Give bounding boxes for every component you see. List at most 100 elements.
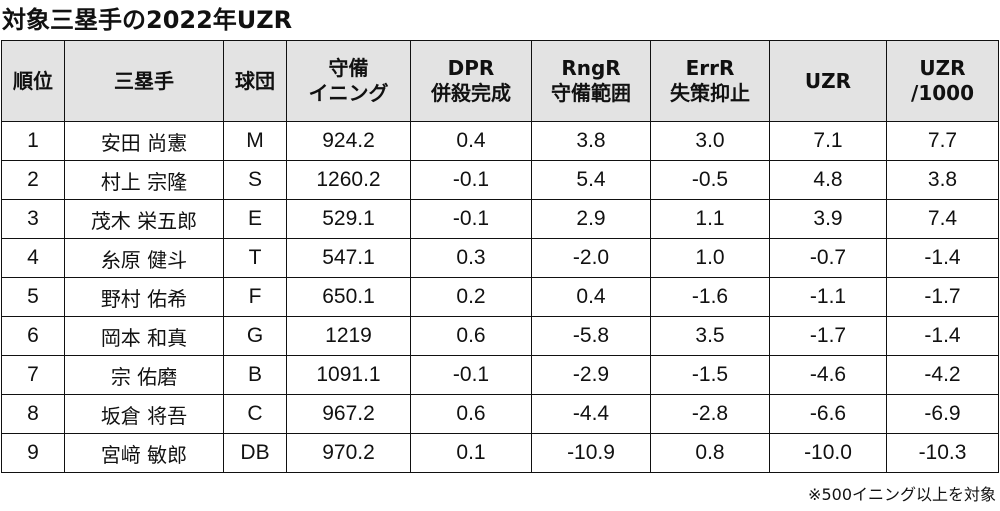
cell-uzr: 4.8 <box>769 160 887 200</box>
cell-uzr: -6.6 <box>769 394 887 434</box>
footnote: ※500イニング以上を対象 <box>808 485 996 504</box>
cell-errr: -1.5 <box>650 355 770 395</box>
cell-innings: 970.2 <box>286 433 411 473</box>
cell-uzr: 3.9 <box>769 199 887 239</box>
cell-team: E <box>223 199 287 239</box>
cell-uzr-per-1000: -1.7 <box>886 277 999 317</box>
cell-uzr-per-1000: -4.2 <box>886 355 999 395</box>
cell-uzr-per-1000: 3.8 <box>886 160 999 200</box>
cell-errr: -2.8 <box>650 394 770 434</box>
cell-uzr-per-1000: -1.4 <box>886 238 999 278</box>
cell-rank: 1 <box>1 121 65 161</box>
cell-team: F <box>223 277 287 317</box>
cell-errr: -0.5 <box>650 160 770 200</box>
cell-dpr: 0.1 <box>410 433 532 473</box>
cell-rngr: 2.9 <box>531 199 651 239</box>
cell-errr: 3.0 <box>650 121 770 161</box>
cell-uzr-per-1000: 7.7 <box>886 121 999 161</box>
cell-player: 糸原 健斗 <box>64 238 224 278</box>
cell-rngr: 0.4 <box>531 277 651 317</box>
cell-rank: 8 <box>1 394 65 434</box>
cell-uzr: 7.1 <box>769 121 887 161</box>
header-rank: 順位 <box>1 40 65 122</box>
cell-rngr: -2.0 <box>531 238 651 278</box>
header-innings: 守備 イニング <box>286 40 411 122</box>
header-dpr: DPR 併殺完成 <box>410 40 532 122</box>
cell-rngr: -10.9 <box>531 433 651 473</box>
header-uzr-per-1000: UZR/1000 <box>886 40 999 122</box>
uzr-table: 順位 三塁手 球団 守備 イニング DPR 併殺完成 RngR 守備範囲 ErrR 失策… <box>1 40 999 473</box>
cell-rngr: -2.9 <box>531 355 651 395</box>
cell-uzr-per-1000: 7.4 <box>886 199 999 239</box>
cell-player: 宗 佑磨 <box>64 355 224 395</box>
cell-errr: 3.5 <box>650 316 770 356</box>
cell-player: 村上 宗隆 <box>64 160 224 200</box>
cell-uzr: -1.7 <box>769 316 887 356</box>
table-row: 1 安田 尚憲 M 924.2 0.4 3.8 3.0 7.1 7.7 <box>1 121 999 161</box>
cell-uzr: -10.0 <box>769 433 887 473</box>
cell-dpr: 0.4 <box>410 121 532 161</box>
cell-player: 岡本 和真 <box>64 316 224 356</box>
cell-dpr: -0.1 <box>410 199 532 239</box>
table-row: 5 野村 佑希 F 650.1 0.2 0.4 -1.6 -1.1 -1.7 <box>1 277 999 317</box>
cell-rngr: 5.4 <box>531 160 651 200</box>
cell-team: C <box>223 394 287 434</box>
cell-errr: 1.0 <box>650 238 770 278</box>
table-row: 8 坂倉 将吾 C 967.2 0.6 -4.4 -2.8 -6.6 -6.9 <box>1 394 999 434</box>
cell-rank: 3 <box>1 199 65 239</box>
cell-rank: 4 <box>1 238 65 278</box>
cell-player: 宮﨑 敏郎 <box>64 433 224 473</box>
cell-dpr: -0.1 <box>410 355 532 395</box>
table-row: 3 茂木 栄五郎 E 529.1 -0.1 2.9 1.1 3.9 7.4 <box>1 199 999 239</box>
cell-uzr: -0.7 <box>769 238 887 278</box>
cell-errr: 1.1 <box>650 199 770 239</box>
cell-rank: 9 <box>1 433 65 473</box>
header-player: 三塁手 <box>64 40 224 122</box>
cell-player: 茂木 栄五郎 <box>64 199 224 239</box>
cell-rank: 5 <box>1 277 65 317</box>
header-rngr: RngR 守備範囲 <box>531 40 651 122</box>
table-row: 4 糸原 健斗 T 547.1 0.3 -2.0 1.0 -0.7 -1.4 <box>1 238 999 278</box>
cell-uzr-per-1000: -1.4 <box>886 316 999 356</box>
cell-player: 野村 佑希 <box>64 277 224 317</box>
cell-rank: 2 <box>1 160 65 200</box>
cell-team: B <box>223 355 287 395</box>
cell-team: DB <box>223 433 287 473</box>
cell-errr: -1.6 <box>650 277 770 317</box>
header-errr: ErrR 失策抑止 <box>650 40 770 122</box>
cell-dpr: 0.3 <box>410 238 532 278</box>
header-row: 順位 三塁手 球団 守備 イニング DPR 併殺完成 RngR 守備範囲 ErrR 失策… <box>1 40 999 122</box>
cell-errr: 0.8 <box>650 433 770 473</box>
cell-innings: 967.2 <box>286 394 411 434</box>
table-row: 9 宮﨑 敏郎 DB 970.2 0.1 -10.9 0.8 -10.0 -10.3 <box>1 433 999 473</box>
cell-rank: 7 <box>1 355 65 395</box>
cell-rngr: -5.8 <box>531 316 651 356</box>
cell-dpr: 0.2 <box>410 277 532 317</box>
cell-uzr: -4.6 <box>769 355 887 395</box>
cell-player: 安田 尚憲 <box>64 121 224 161</box>
cell-rank: 6 <box>1 316 65 356</box>
cell-dpr: -0.1 <box>410 160 532 200</box>
cell-innings: 924.2 <box>286 121 411 161</box>
cell-dpr: 0.6 <box>410 316 532 356</box>
table-title: 対象三塁手の2022年UZR <box>2 6 293 34</box>
cell-innings: 547.1 <box>286 238 411 278</box>
cell-team: M <box>223 121 287 161</box>
cell-rngr: -4.4 <box>531 394 651 434</box>
table-row: 6 岡本 和真 G 1219 0.6 -5.8 3.5 -1.7 -1.4 <box>1 316 999 356</box>
cell-innings: 1219 <box>286 316 411 356</box>
cell-rngr: 3.8 <box>531 121 651 161</box>
header-team: 球団 <box>223 40 287 122</box>
cell-uzr-per-1000: -6.9 <box>886 394 999 434</box>
cell-innings: 529.1 <box>286 199 411 239</box>
cell-team: T <box>223 238 287 278</box>
cell-team: G <box>223 316 287 356</box>
cell-dpr: 0.6 <box>410 394 532 434</box>
cell-innings: 1091.1 <box>286 355 411 395</box>
cell-uzr: -1.1 <box>769 277 887 317</box>
cell-innings: 1260.2 <box>286 160 411 200</box>
cell-player: 坂倉 将吾 <box>64 394 224 434</box>
cell-uzr-per-1000: -10.3 <box>886 433 999 473</box>
cell-innings: 650.1 <box>286 277 411 317</box>
